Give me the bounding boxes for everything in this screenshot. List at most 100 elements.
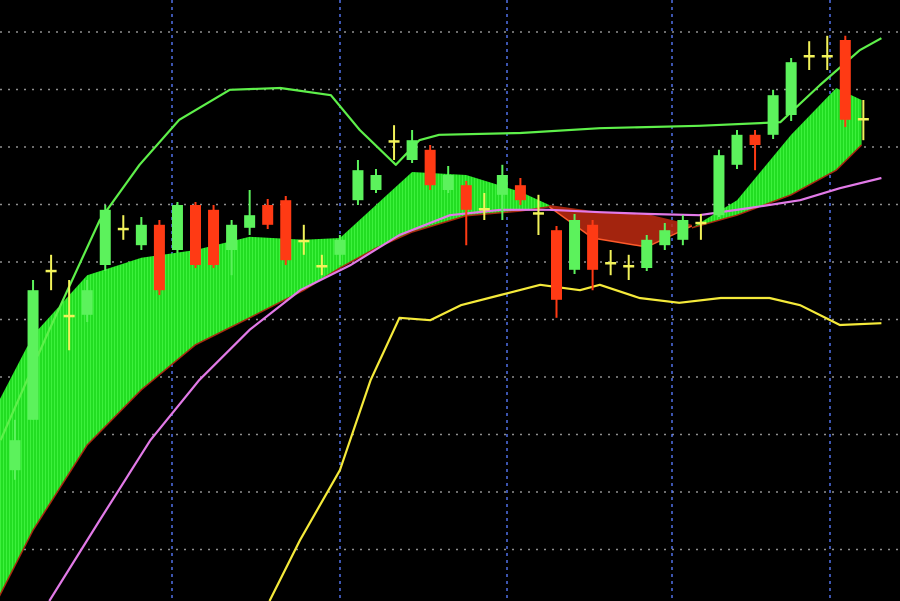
candle-body [839, 40, 851, 120]
cloud-edge [691, 144, 863, 229]
candle [749, 130, 761, 171]
candle [551, 226, 562, 318]
candle-body [63, 314, 75, 318]
upper-band-line [0, 37, 882, 441]
candle-body [208, 209, 220, 265]
candle-body [677, 220, 689, 240]
candle [677, 215, 689, 246]
candle-body [478, 208, 490, 211]
candle-body [749, 134, 761, 145]
candle [767, 89, 779, 139]
candle [623, 254, 635, 280]
candle-body [352, 170, 364, 201]
candle [334, 235, 346, 265]
middle-band-line [48, 176, 882, 601]
candle [803, 41, 815, 70]
candle-body [496, 175, 508, 195]
candle [244, 190, 256, 235]
candle [135, 217, 147, 250]
candle [63, 280, 75, 351]
candle-body [298, 239, 310, 243]
cloud-bullish [0, 172, 550, 596]
candle [839, 35, 851, 127]
candle-body [190, 205, 201, 265]
candle [262, 199, 274, 229]
candle-body [551, 230, 562, 300]
candle-body [695, 221, 707, 225]
candle [641, 235, 653, 271]
candle-body [659, 230, 671, 246]
candle [388, 125, 400, 160]
candle [442, 166, 454, 193]
candle [514, 178, 526, 205]
candle-body [99, 209, 111, 265]
candle-body [244, 215, 256, 228]
candle [153, 220, 165, 295]
candle [659, 223, 671, 250]
candle [190, 202, 201, 268]
candle [171, 202, 183, 253]
candle [478, 193, 490, 220]
candle [27, 280, 39, 420]
candle-body [785, 62, 797, 115]
candle-body [532, 212, 544, 215]
candle [406, 130, 418, 163]
candle [424, 145, 436, 190]
candle [821, 35, 833, 70]
candle-body [81, 290, 93, 315]
candle-body [27, 290, 39, 420]
candle-body [153, 224, 165, 291]
candle-body [135, 224, 147, 246]
candle-body [45, 269, 57, 273]
candles [9, 35, 869, 480]
candle-body [731, 134, 743, 165]
candle-body [171, 205, 183, 250]
candle [569, 214, 581, 274]
candle-body [370, 175, 382, 190]
candle [587, 220, 599, 291]
candle-body [406, 140, 418, 160]
candle [99, 205, 111, 271]
candle-body [641, 239, 653, 268]
candle [460, 181, 472, 246]
candle [731, 130, 743, 169]
candle-body [442, 175, 454, 190]
candle-body [713, 155, 725, 216]
candle-body [803, 55, 815, 58]
candle-body [334, 239, 346, 255]
candle [298, 224, 310, 255]
candle [496, 164, 508, 220]
candle [532, 194, 544, 235]
candle [208, 205, 220, 268]
candle [316, 254, 328, 276]
cloud-bullish [691, 88, 862, 228]
candle-body [117, 227, 129, 231]
candle-body [767, 95, 779, 135]
candle [280, 196, 292, 265]
candle-body [514, 185, 526, 201]
candle [785, 58, 797, 121]
cloud-bearish [549, 205, 692, 247]
candle-body [605, 262, 617, 265]
candle [352, 160, 364, 205]
candle-body [821, 55, 833, 58]
candle-body [262, 205, 274, 225]
candle [605, 250, 617, 276]
candle-body [424, 149, 436, 186]
candle-body [316, 265, 328, 268]
candle-body [623, 265, 635, 268]
candle-body [388, 140, 400, 143]
candle [117, 215, 129, 240]
candle [695, 214, 707, 240]
candle-body [587, 224, 599, 270]
candle [857, 100, 869, 141]
candle-body [857, 118, 869, 121]
candle-body [9, 440, 21, 471]
candle [226, 220, 238, 276]
candle [9, 419, 21, 480]
candle-body [460, 185, 472, 210]
candle [81, 280, 93, 322]
candle [45, 254, 57, 291]
candle [370, 169, 382, 193]
